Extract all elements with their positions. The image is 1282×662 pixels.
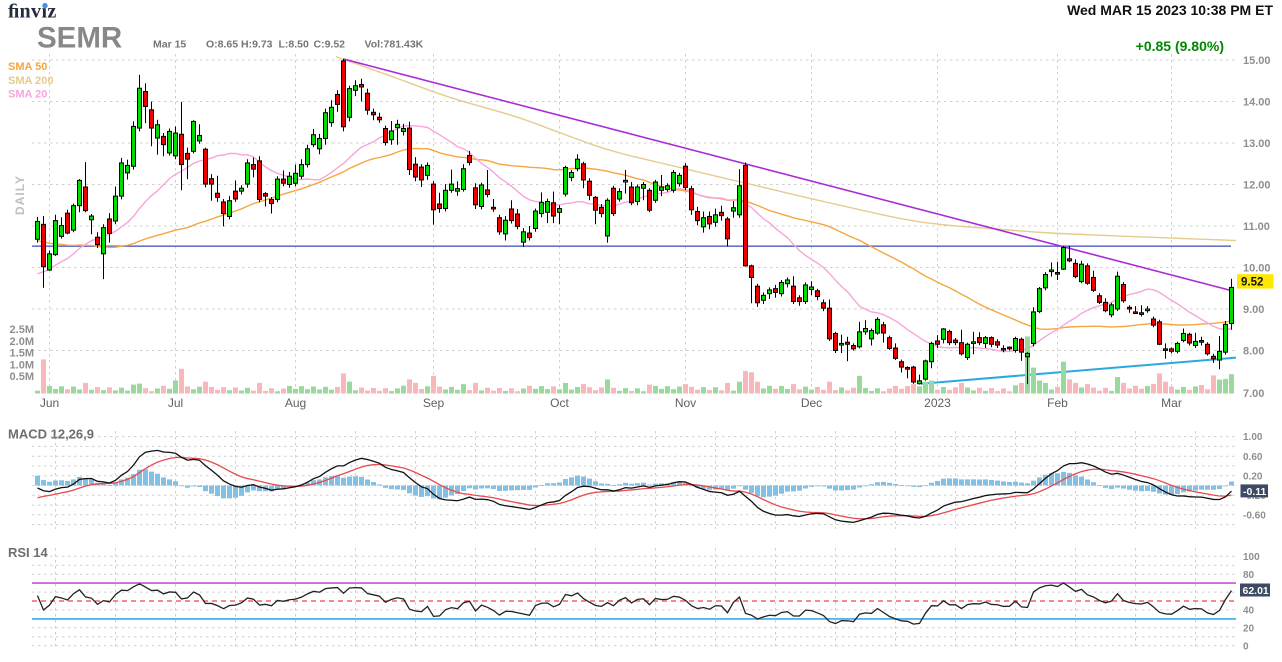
svg-text:15.00: 15.00	[1243, 55, 1271, 67]
svg-text:12.00: 12.00	[1243, 179, 1271, 191]
svg-text:10.00: 10.00	[1243, 262, 1271, 274]
svg-text:SEMR: SEMR	[37, 22, 122, 55]
svg-text:MACD 12,26,9: MACD 12,26,9	[8, 427, 94, 442]
svg-text:0: 0	[1243, 641, 1249, 652]
svg-text:C:9.52: C:9.52	[314, 39, 346, 51]
svg-text:100: 100	[1243, 552, 1260, 563]
svg-text:Aug: Aug	[285, 396, 306, 410]
svg-text:+0.85 (9.80%): +0.85 (9.80%)	[1136, 38, 1224, 54]
svg-text:Vol:781.43K: Vol:781.43K	[365, 39, 424, 51]
svg-text:SMA 20: SMA 20	[8, 89, 47, 101]
svg-text:Nov: Nov	[675, 396, 696, 410]
svg-text:O:8.65: O:8.65	[206, 39, 238, 51]
svg-text:-0.60: -0.60	[1243, 510, 1266, 521]
svg-text:13.00: 13.00	[1243, 138, 1271, 150]
svg-text:0.5M: 0.5M	[10, 371, 34, 383]
svg-text:1.5M: 1.5M	[10, 348, 34, 360]
svg-text:Sep: Sep	[423, 396, 445, 410]
svg-text:9.52: 9.52	[1241, 277, 1263, 289]
svg-text:Dec: Dec	[801, 396, 822, 410]
svg-text:1.0M: 1.0M	[10, 359, 34, 371]
svg-text:7.00: 7.00	[1243, 388, 1264, 400]
svg-text:Wed MAR 15 2023 10:38 PM ET: Wed MAR 15 2023 10:38 PM ET	[1067, 2, 1273, 18]
svg-text:2023: 2023	[924, 396, 951, 410]
svg-text:40: 40	[1243, 606, 1255, 617]
svg-text:0.20: 0.20	[1243, 471, 1263, 482]
svg-text:9.00: 9.00	[1243, 304, 1264, 316]
svg-text:RSI 14: RSI 14	[8, 545, 49, 560]
svg-text:11.00: 11.00	[1243, 221, 1270, 233]
svg-text:SMA 200: SMA 200	[8, 75, 53, 87]
svg-text:SMA 50: SMA 50	[8, 61, 47, 73]
svg-text:-0.11: -0.11	[1243, 486, 1267, 498]
svg-text:Jun: Jun	[40, 396, 59, 410]
svg-text:Jul: Jul	[168, 396, 183, 410]
svg-text:Oct: Oct	[550, 396, 569, 410]
svg-text:14.00: 14.00	[1243, 96, 1271, 108]
svg-text:0.60: 0.60	[1243, 452, 1263, 463]
svg-text:L:8.50: L:8.50	[279, 39, 310, 51]
svg-text:Feb: Feb	[1047, 396, 1068, 410]
svg-text:20: 20	[1243, 623, 1255, 634]
svg-text:DAILY: DAILY	[13, 175, 27, 215]
svg-text:ﬁnviz: ﬁnviz	[8, 1, 57, 23]
svg-text:80: 80	[1243, 570, 1255, 581]
svg-text:62.01: 62.01	[1243, 585, 1269, 597]
svg-text:8.00: 8.00	[1243, 345, 1264, 357]
svg-text:Mar 15: Mar 15	[153, 39, 186, 51]
svg-text:H:9.73: H:9.73	[241, 39, 273, 51]
svg-text:1.00: 1.00	[1243, 432, 1263, 443]
svg-text:Mar: Mar	[1161, 396, 1182, 410]
svg-text:2.0M: 2.0M	[10, 336, 34, 348]
svg-text:2.5M: 2.5M	[10, 324, 34, 336]
